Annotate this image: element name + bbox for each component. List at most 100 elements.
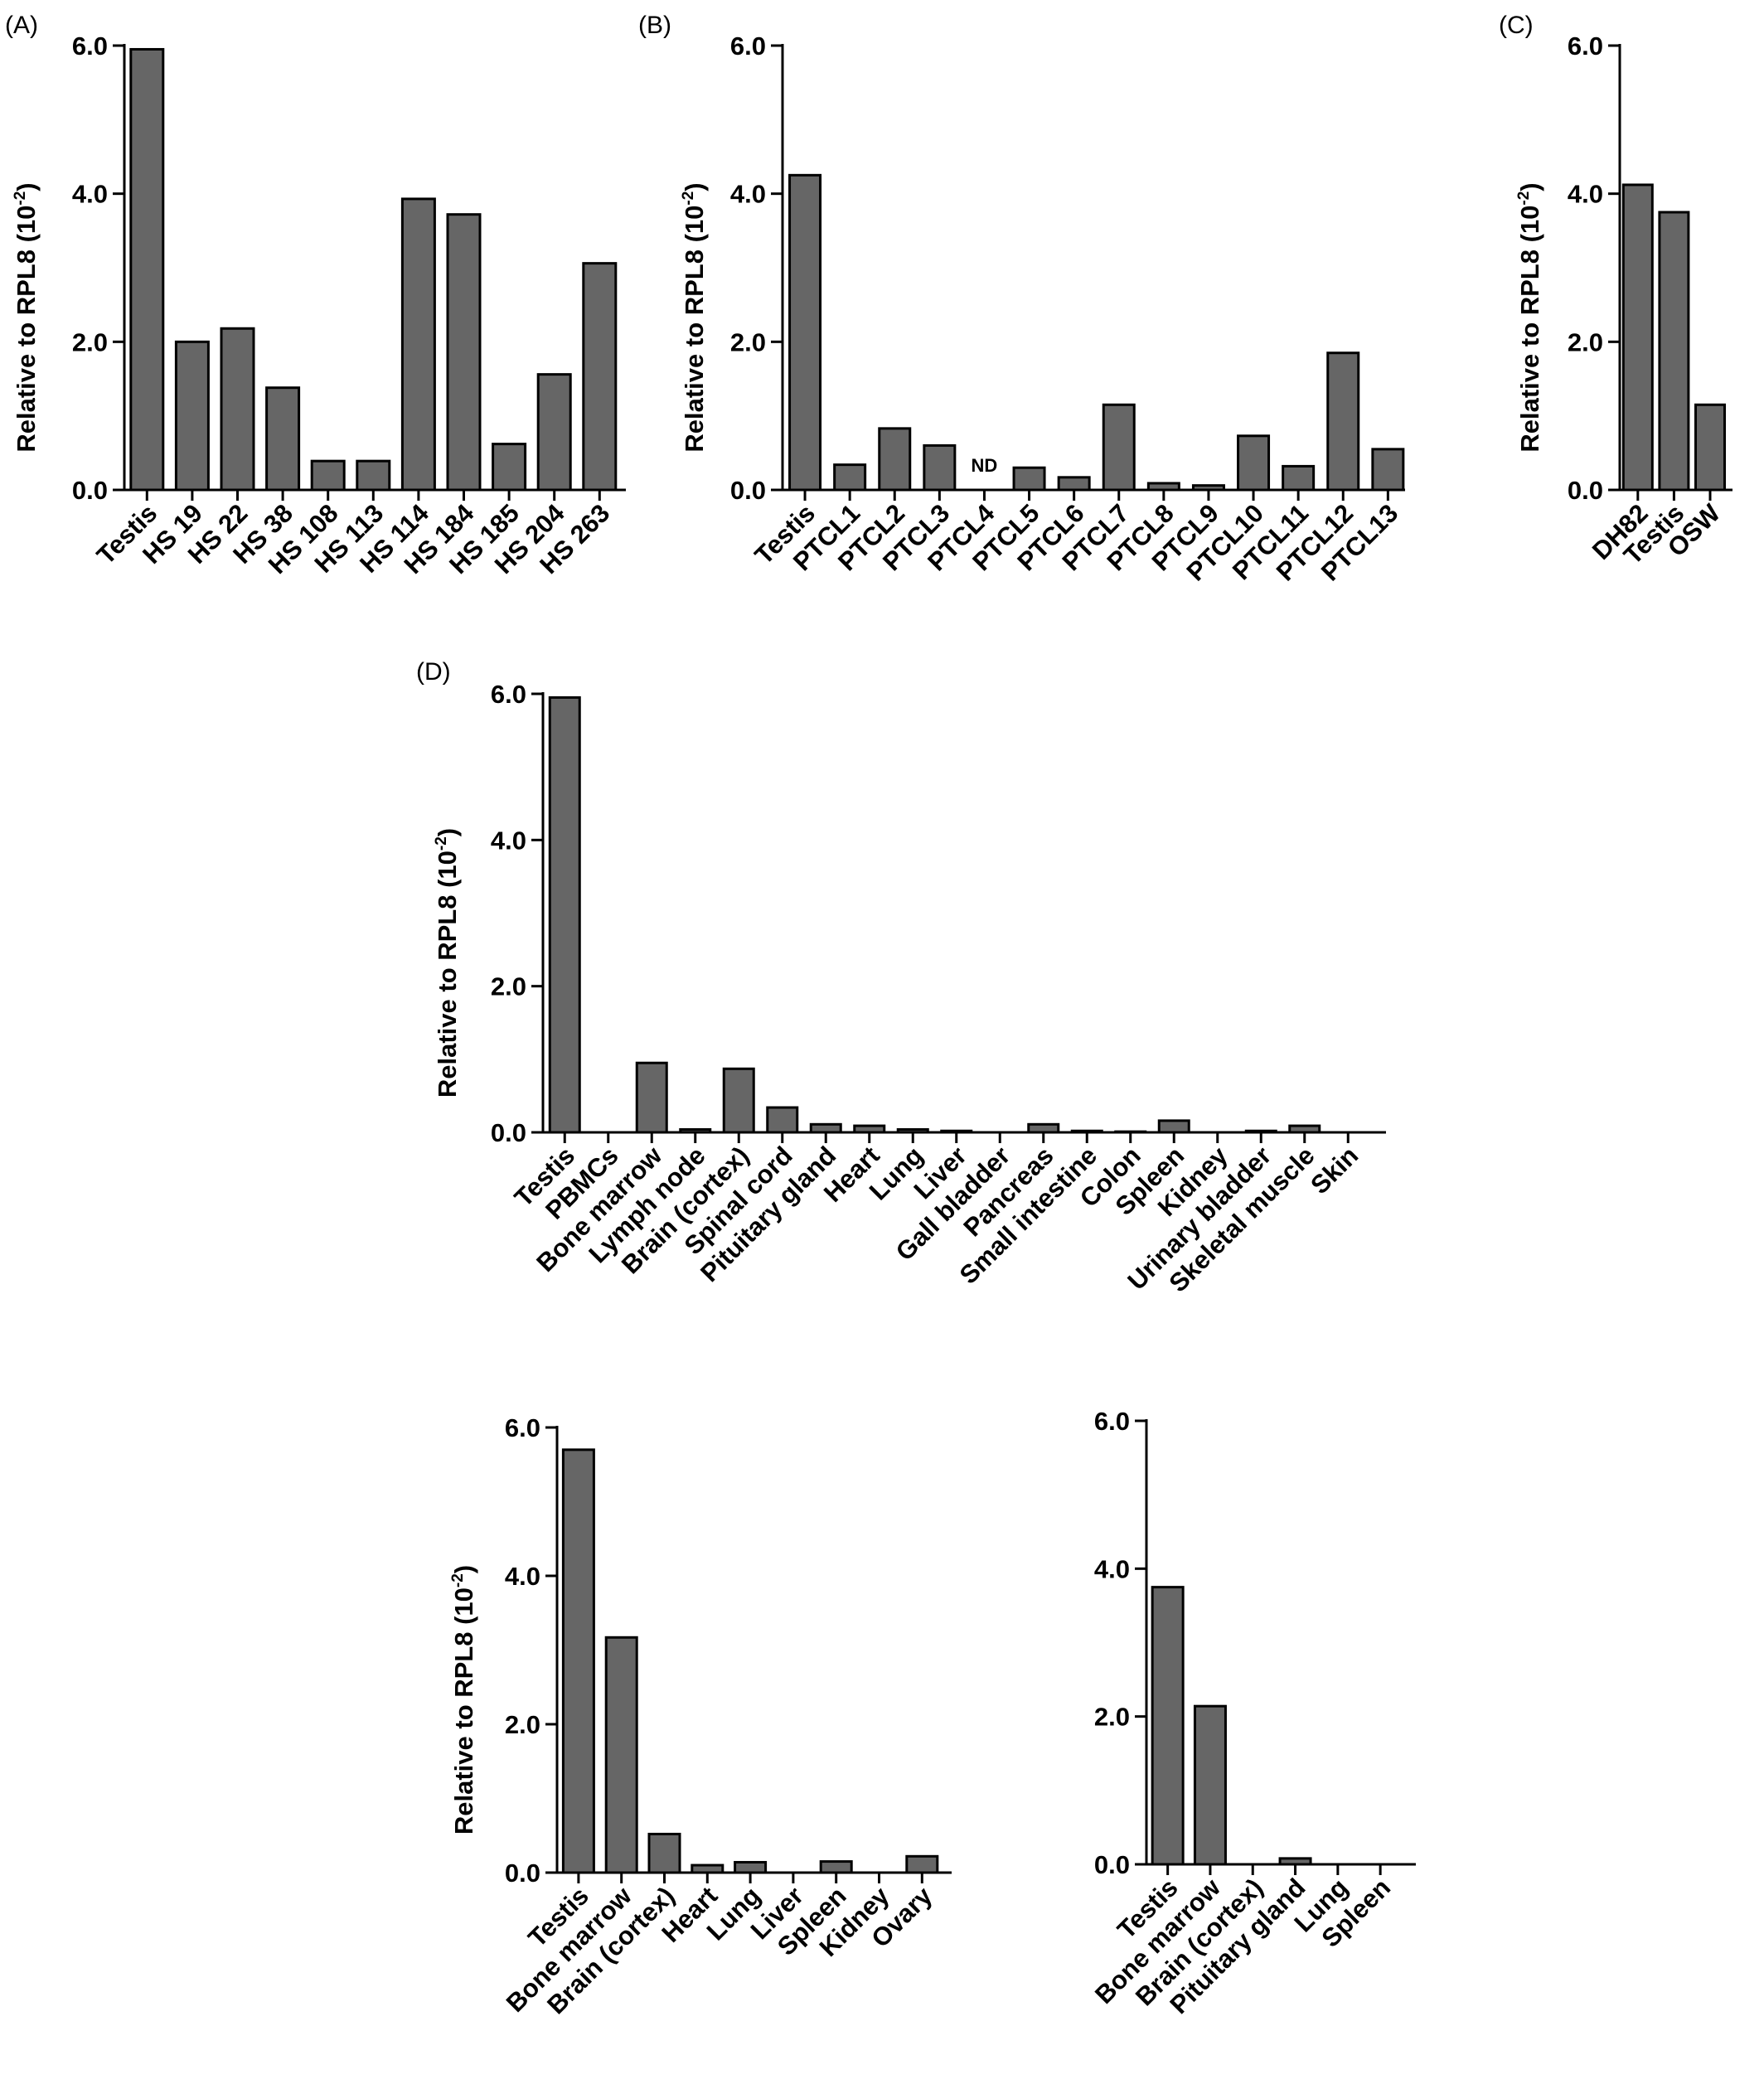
y-axis-title-close: ) (12, 182, 41, 191)
y-axis-title-exponent: -2 (449, 1573, 467, 1587)
bar-ptcl8 (1146, 482, 1180, 492)
y-axis-title-text: Relative to RPL8 (10 (449, 1587, 478, 1834)
y-axis-title-text: Relative to RPL8 (10 (12, 206, 41, 453)
bar-brain-cortex (647, 1832, 681, 1874)
bar-ptcl2 (878, 427, 912, 492)
panel-label: (D) (416, 658, 451, 686)
y-axis-title-exponent: -2 (433, 836, 450, 851)
y-axis-title: Relative to RPL8 (10-2) (433, 828, 462, 1098)
y-tick-label: 2.0 (1094, 1703, 1130, 1732)
y-axis-title: Relative to RPL8 (10-2) (449, 1565, 478, 1834)
bar-bone-marrow (635, 1061, 668, 1134)
bar-ptcl3 (923, 443, 957, 492)
bar-hs-22 (220, 327, 255, 492)
bar-testis (548, 695, 581, 1134)
y-axis-title-exponent: -2 (1515, 191, 1533, 206)
bar-bone-marrow (604, 1636, 638, 1874)
bar-brain-cortex (722, 1067, 755, 1134)
y-tick-label: 2.0 (730, 327, 766, 356)
y-tick-label: 6.0 (505, 1413, 540, 1442)
bar-hs-114 (400, 197, 436, 492)
y-axis-title-text: Relative to RPL8 (10 (1515, 206, 1544, 453)
bar-hs-108 (310, 459, 346, 492)
y-tick-label: 4.0 (730, 180, 766, 209)
y-axis-title-exponent: -2 (680, 191, 697, 206)
y-axis-title-close: ) (1515, 182, 1544, 191)
y-tick-label: 4.0 (1094, 1554, 1130, 1583)
bar-urinary-bladder (1244, 1129, 1277, 1134)
y-axis-title-close: ) (433, 828, 462, 836)
y-tick-label: 4.0 (491, 826, 526, 855)
y-tick-label: 0.0 (1094, 1850, 1130, 1879)
y-axis-title: Relative to RPL8 (10-2) (12, 182, 41, 452)
y-tick-label: 6.0 (1094, 1407, 1130, 1436)
bar-pituitary-gland (809, 1122, 842, 1134)
bar-testis (788, 173, 822, 492)
bar-spinal-cord (766, 1106, 799, 1134)
bar-hs-204 (536, 373, 572, 492)
y-tick-label: 6.0 (491, 680, 526, 709)
bar-testis (561, 1448, 595, 1874)
bar-osw (1694, 403, 1726, 492)
y-tick-label: 0.0 (505, 1859, 540, 1888)
bar-pancreas (1027, 1122, 1060, 1134)
bar-ptcl10 (1237, 434, 1271, 492)
bar-ptcl6 (1057, 476, 1091, 492)
y-axis-title: Relative to RPL8 (10-2) (680, 182, 709, 452)
bar-ovary (905, 1854, 939, 1874)
bar-hs-184 (446, 213, 482, 492)
bar-liver (940, 1129, 973, 1134)
bar-hs-263 (582, 262, 618, 492)
bar-lung (896, 1127, 929, 1134)
y-axis-title-close: ) (449, 1565, 478, 1573)
panel-label: (C) (1499, 12, 1534, 39)
bar-testis (129, 47, 165, 492)
bar-ptcl11 (1282, 464, 1316, 492)
bar-hs-185 (492, 443, 527, 492)
y-tick-label: 4.0 (1568, 180, 1603, 209)
y-tick-label: 6.0 (72, 32, 108, 61)
bar-dh82 (1621, 183, 1654, 492)
bar-testis (1151, 1586, 1185, 1866)
y-tick-label: 2.0 (505, 1710, 540, 1739)
panel-label: (A) (5, 12, 38, 39)
bar-heart (691, 1863, 724, 1874)
bar-lung (734, 1860, 768, 1874)
bar-hs-19 (174, 340, 210, 492)
y-axis-title-text: Relative to RPL8 (10 (680, 206, 709, 453)
y-tick-label: 4.0 (505, 1562, 540, 1591)
bar-testis (1658, 211, 1690, 492)
y-tick-label: 4.0 (72, 180, 108, 209)
bar-ptcl13 (1371, 448, 1405, 492)
y-tick-label: 0.0 (491, 1118, 526, 1147)
bar-small-intestine (1070, 1129, 1103, 1134)
category-label: Skin (1305, 1141, 1364, 1200)
bar-heart (853, 1124, 886, 1134)
y-tick-label: 6.0 (730, 32, 766, 61)
bar-ptcl5 (1012, 466, 1046, 492)
bar-pituitary-gland (1278, 1857, 1312, 1866)
y-tick-label: 0.0 (72, 476, 108, 505)
nd-annotation: ND (972, 455, 998, 476)
bar-hs-38 (265, 386, 301, 492)
bar-spleen (819, 1860, 853, 1874)
y-tick-label: 2.0 (1568, 327, 1603, 356)
y-axis-title-text: Relative to RPL8 (10 (433, 851, 462, 1098)
y-tick-label: 2.0 (72, 327, 108, 356)
y-axis-title: Relative to RPL8 (10-2) (1515, 182, 1544, 452)
bar-spleen (1157, 1119, 1190, 1134)
panel-label: (B) (638, 12, 671, 39)
bar-bone-marrow (1193, 1704, 1227, 1866)
y-tick-label: 2.0 (491, 972, 526, 1001)
y-axis-title-close: ) (680, 182, 709, 191)
y-tick-label: 6.0 (1568, 32, 1603, 61)
y-tick-label: 0.0 (1568, 476, 1603, 505)
bar-ptcl12 (1326, 351, 1360, 492)
bar-skeletal-muscle (1288, 1124, 1321, 1134)
bar-ptcl9 (1191, 484, 1225, 492)
